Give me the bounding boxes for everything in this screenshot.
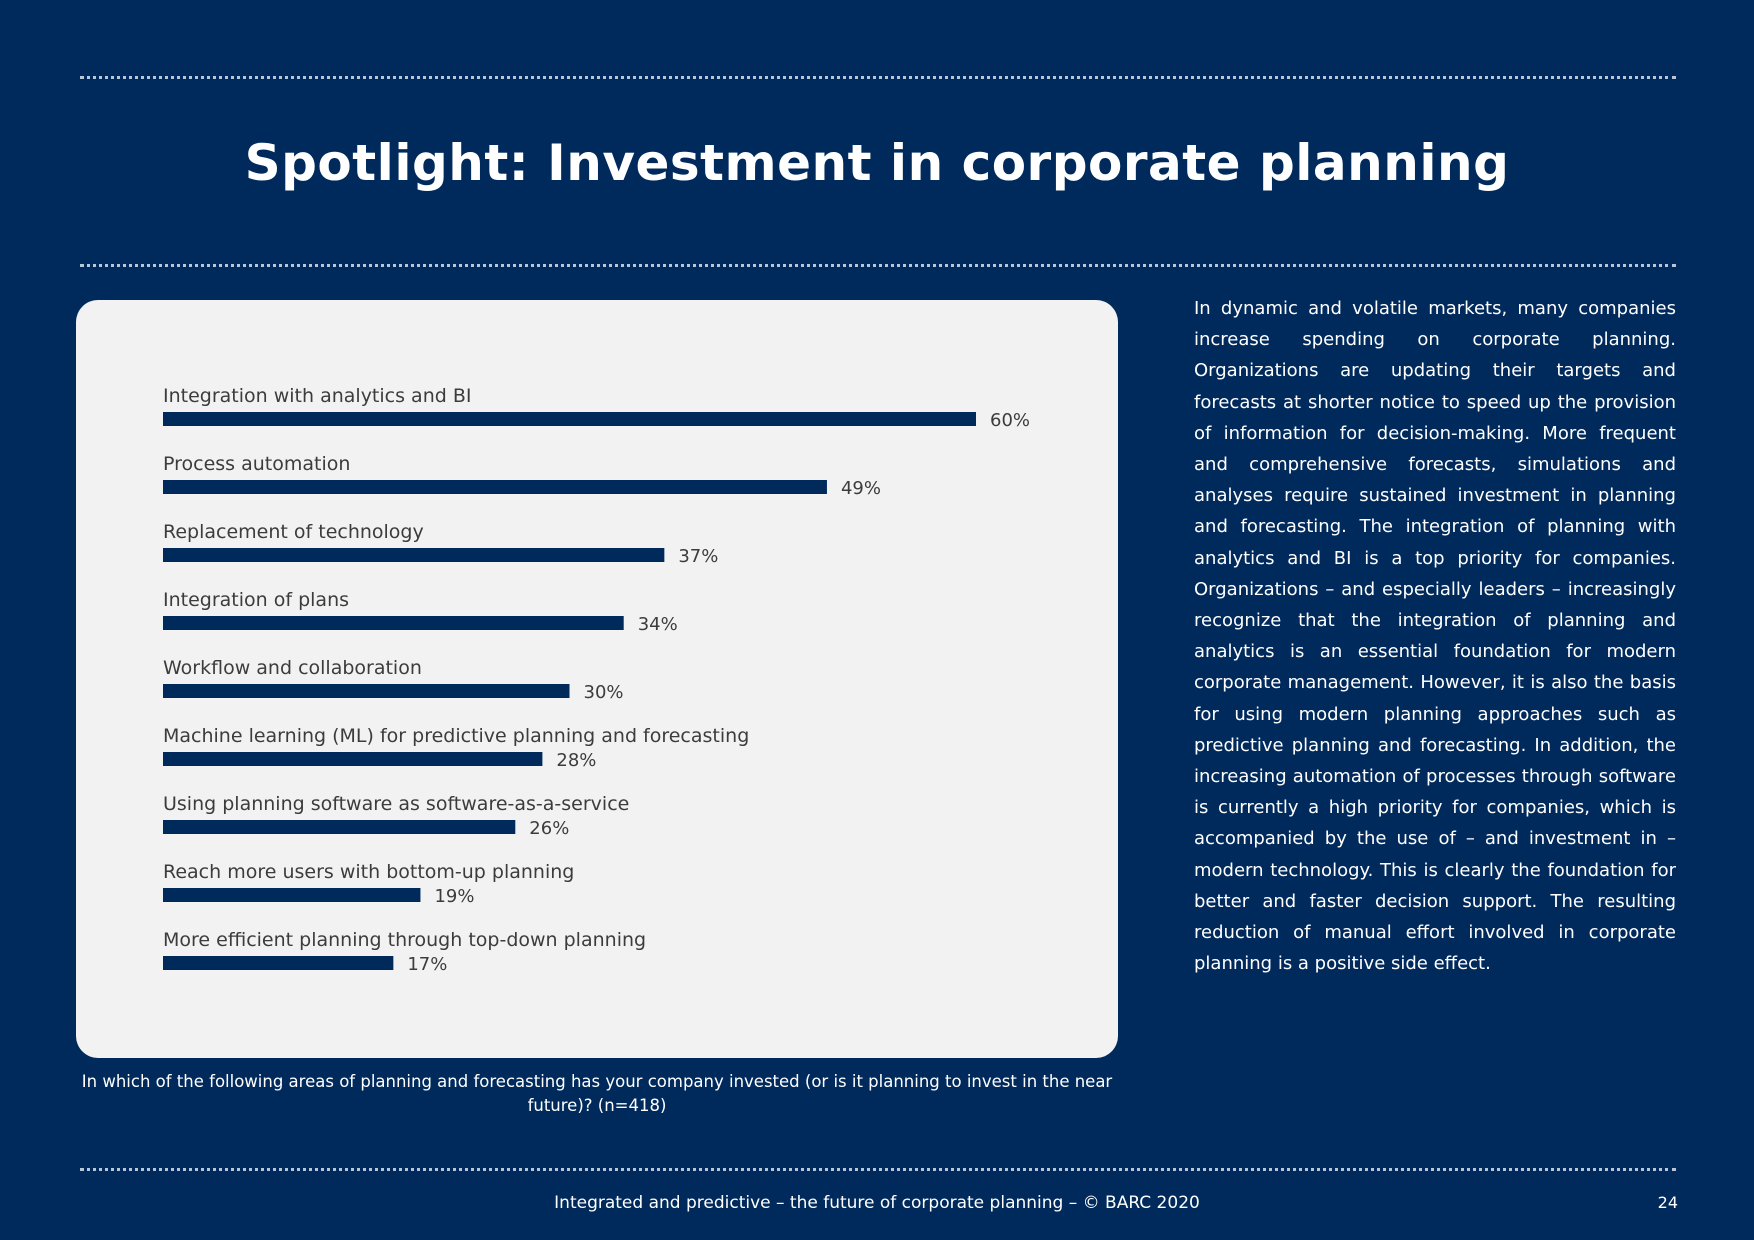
value-label: 19%	[434, 886, 474, 907]
category-label: Integration with analytics and BI	[163, 385, 471, 407]
bar	[163, 412, 976, 426]
page-number: 24	[1657, 1193, 1678, 1212]
bar	[163, 888, 421, 902]
value-label: 37%	[678, 546, 718, 567]
category-label: Process automation	[163, 453, 350, 475]
value-label: 60%	[990, 410, 1030, 431]
chart-caption: In which of the following areas of plann…	[81, 1072, 1113, 1115]
footer-text: Integrated and predictive – the future o…	[554, 1193, 1200, 1213]
value-label: 26%	[529, 818, 569, 839]
bar	[163, 616, 624, 630]
category-label: Replacement of technology	[163, 521, 424, 543]
category-label: More efficient planning through top-down…	[163, 929, 646, 951]
bar	[163, 820, 516, 834]
chart-panel: Integration with analytics and BI 60% Proc…	[76, 300, 1118, 1058]
value-label: 30%	[584, 682, 624, 703]
page-title: Spotlight: Investment in corporate plann…	[244, 134, 1510, 192]
bar	[163, 684, 570, 698]
category-label: Machine learning (ML) for predictive pla…	[163, 725, 749, 747]
value-label: 34%	[638, 614, 678, 635]
bar	[163, 752, 543, 766]
value-label: 17%	[407, 954, 447, 975]
body-paragraph: In dynamic and volatile markets, many co…	[1194, 298, 1676, 975]
category-label: Reach more users with bottom-up planning	[163, 861, 574, 883]
bar-chart: Integration with analytics and BI 60% Proc…	[163, 385, 1030, 975]
title-dotted-divider	[80, 264, 1676, 267]
bar	[163, 956, 394, 970]
footer-dotted-divider	[80, 1168, 1676, 1171]
top-dotted-divider	[80, 76, 1676, 79]
bar	[163, 480, 827, 494]
category-label: Workflow and collaboration	[163, 657, 422, 679]
category-label: Using planning software as software-as-a…	[163, 793, 629, 815]
value-label: 49%	[841, 478, 881, 499]
bar	[163, 548, 665, 562]
value-label: 28%	[556, 750, 596, 771]
category-label: Integration of plans	[163, 589, 349, 611]
